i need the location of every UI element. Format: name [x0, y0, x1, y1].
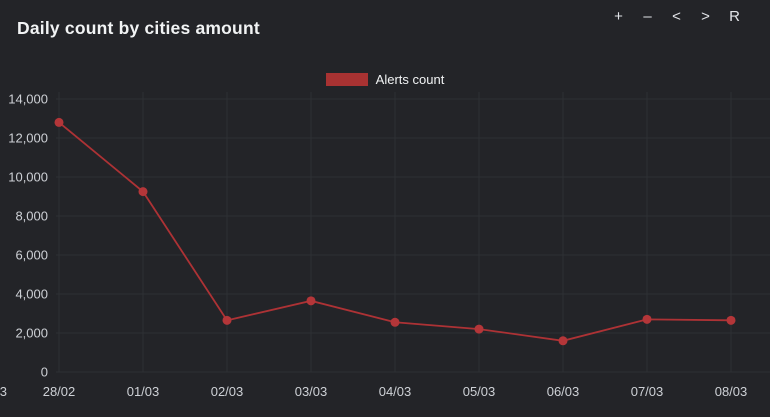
x-tick-label: 28/02 [43, 384, 76, 399]
y-tick-label: 6,000 [15, 248, 48, 263]
zoom-out-button[interactable]: – [638, 6, 657, 28]
x-tick-label-clipped: 3 [0, 384, 7, 399]
chart-toolbar: + – < > R [609, 6, 744, 28]
chart-legend[interactable]: Alerts count [0, 72, 770, 87]
y-tick-label: 12,000 [8, 131, 48, 146]
y-tick-label: 2,000 [15, 326, 48, 341]
y-tick-label: 10,000 [8, 170, 48, 185]
data-point[interactable] [474, 324, 484, 334]
y-tick-label: 8,000 [15, 209, 48, 224]
legend-label: Alerts count [375, 72, 445, 87]
data-point[interactable] [558, 336, 568, 346]
x-tick-label: 08/03 [715, 384, 748, 399]
pan-right-button[interactable]: > [696, 6, 715, 28]
x-tick-label: 03/03 [295, 384, 328, 399]
data-point[interactable] [642, 314, 652, 324]
data-point[interactable] [138, 187, 148, 197]
data-point[interactable] [222, 315, 232, 325]
x-tick-label: 02/03 [211, 384, 244, 399]
data-point[interactable] [54, 117, 64, 127]
x-tick-label: 07/03 [631, 384, 664, 399]
x-tick-label: 01/03 [127, 384, 160, 399]
y-tick-label: 4,000 [15, 287, 48, 302]
page-title: Daily count by cities amount [17, 17, 260, 38]
x-tick-label: 04/03 [379, 384, 412, 399]
y-tick-label: 14,000 [8, 92, 48, 107]
zoom-in-button[interactable]: + [609, 6, 628, 28]
x-tick-label: 05/03 [463, 384, 496, 399]
data-point[interactable] [726, 315, 736, 325]
pan-left-button[interactable]: < [667, 6, 686, 28]
x-tick-label: 06/03 [547, 384, 580, 399]
data-point[interactable] [390, 317, 400, 327]
legend-swatch [325, 73, 368, 86]
data-point[interactable] [306, 296, 316, 306]
reset-button[interactable]: R [725, 6, 744, 28]
y-tick-label: 0 [41, 365, 48, 380]
